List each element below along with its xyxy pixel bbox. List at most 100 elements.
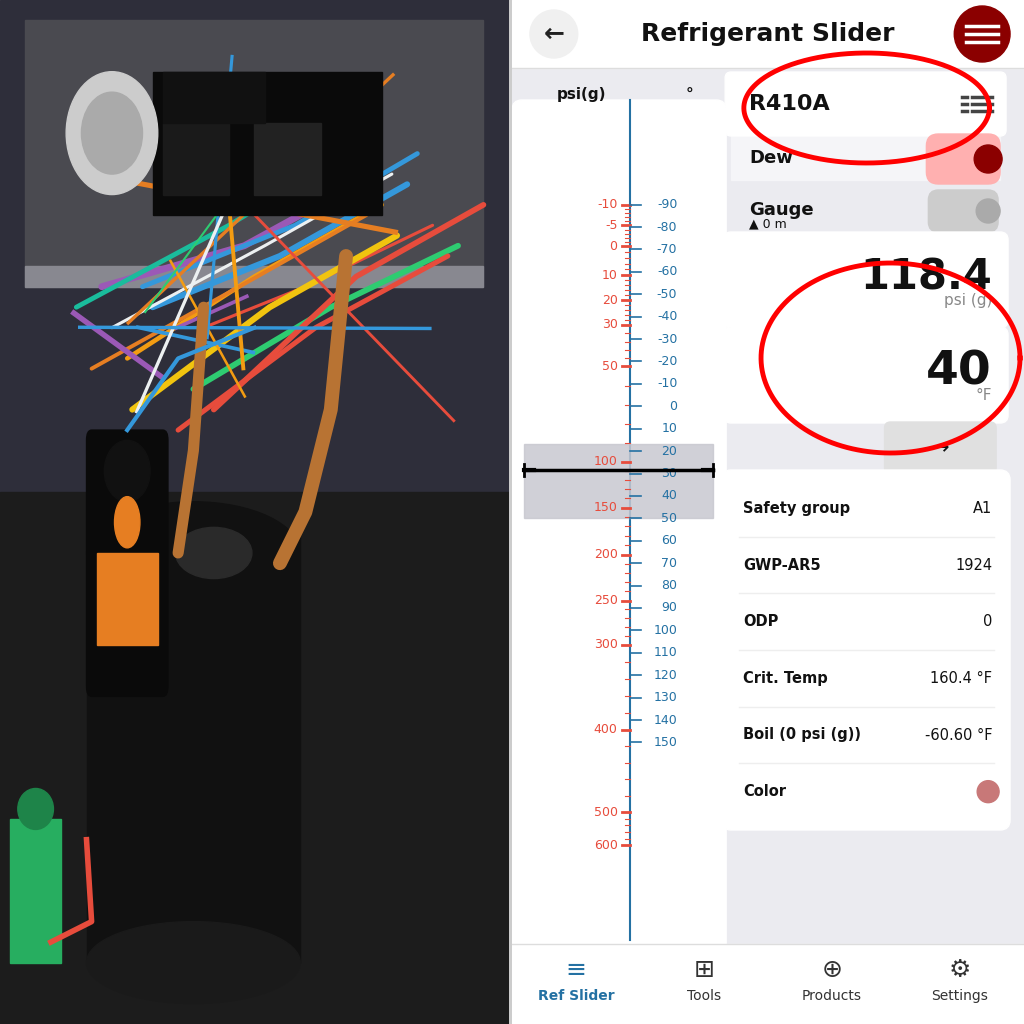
Bar — [163, 72, 264, 123]
Bar — [512, 0, 1024, 68]
Text: 600: 600 — [594, 839, 617, 852]
Text: 0: 0 — [983, 614, 992, 629]
Text: Ref Slider: Ref Slider — [538, 989, 614, 1002]
Text: 20: 20 — [602, 294, 617, 306]
FancyBboxPatch shape — [512, 100, 726, 961]
Text: 10: 10 — [662, 422, 677, 435]
Text: Refrigerant Slider: Refrigerant Slider — [641, 22, 895, 46]
Text: 40: 40 — [927, 349, 992, 394]
Ellipse shape — [86, 922, 300, 1004]
Text: -10: -10 — [657, 378, 677, 390]
Text: 200: 200 — [594, 549, 617, 561]
Text: 50: 50 — [601, 360, 617, 373]
Text: -90: -90 — [657, 198, 677, 211]
Circle shape — [976, 199, 1000, 223]
Text: 110: 110 — [653, 646, 677, 659]
Bar — [86, 532, 300, 963]
FancyBboxPatch shape — [86, 430, 168, 696]
Text: 90: 90 — [662, 601, 677, 614]
Text: 150: 150 — [653, 736, 677, 749]
Bar — [524, 443, 713, 517]
Text: 130: 130 — [653, 691, 677, 705]
Text: 30: 30 — [602, 318, 617, 332]
Text: °: ° — [685, 87, 693, 102]
Text: Gauge: Gauge — [750, 201, 814, 219]
Text: -30: -30 — [657, 333, 677, 345]
Text: -10: -10 — [597, 198, 617, 211]
Text: °F: °F — [976, 388, 992, 403]
Text: Boil (0 psi (g)): Boil (0 psi (g)) — [743, 727, 861, 742]
Text: psi (g): psi (g) — [944, 293, 992, 307]
Text: 160.4 °F: 160.4 °F — [930, 671, 992, 686]
Bar — [731, 184, 1000, 230]
Ellipse shape — [67, 72, 158, 195]
Text: ←: ← — [544, 22, 564, 46]
Text: 300: 300 — [594, 638, 617, 651]
Text: 40: 40 — [662, 489, 677, 503]
Text: -50: -50 — [656, 288, 677, 301]
Text: 150: 150 — [594, 501, 617, 514]
Ellipse shape — [86, 502, 300, 604]
Text: 70: 70 — [662, 557, 677, 569]
Text: GWP-AR5: GWP-AR5 — [743, 557, 820, 572]
Text: -40: -40 — [657, 310, 677, 324]
Text: 20: 20 — [662, 444, 677, 458]
Text: ≡: ≡ — [565, 958, 587, 982]
Text: -60.60 °F: -60.60 °F — [925, 727, 992, 742]
Text: 10: 10 — [602, 268, 617, 282]
Bar — [96, 553, 158, 645]
Text: →: → — [931, 438, 949, 458]
Text: 120: 120 — [653, 669, 677, 682]
Text: Dew: Dew — [750, 150, 793, 167]
Text: ⊕: ⊕ — [821, 958, 843, 982]
Text: Products: Products — [802, 989, 862, 1002]
Ellipse shape — [175, 527, 252, 579]
Text: A1: A1 — [973, 501, 992, 516]
FancyBboxPatch shape — [721, 470, 1010, 830]
Text: -60: -60 — [657, 265, 677, 279]
Text: 118.4: 118.4 — [860, 256, 992, 298]
Text: -20: -20 — [657, 355, 677, 368]
Text: -70: -70 — [656, 243, 677, 256]
FancyBboxPatch shape — [927, 134, 1000, 184]
Bar — [731, 136, 1000, 180]
Text: 100: 100 — [653, 624, 677, 637]
Bar — [26, 20, 483, 287]
Text: Crit. Temp: Crit. Temp — [743, 671, 827, 686]
Circle shape — [115, 497, 140, 548]
Ellipse shape — [17, 788, 53, 829]
FancyBboxPatch shape — [723, 327, 1008, 423]
Text: 50: 50 — [662, 512, 677, 525]
Text: 100: 100 — [594, 456, 617, 468]
Circle shape — [530, 10, 578, 58]
Text: 1924: 1924 — [955, 557, 992, 572]
Bar — [512, 944, 1024, 1024]
Bar — [10, 819, 61, 963]
Bar — [163, 123, 229, 195]
Text: ⚙: ⚙ — [949, 958, 971, 982]
Text: 30: 30 — [662, 467, 677, 480]
Circle shape — [977, 780, 999, 803]
FancyBboxPatch shape — [929, 190, 998, 232]
Text: 140: 140 — [653, 714, 677, 727]
Text: Settings: Settings — [932, 989, 988, 1002]
Text: Color: Color — [743, 784, 786, 799]
Text: Safety group: Safety group — [743, 501, 850, 516]
Text: -5: -5 — [605, 219, 617, 231]
FancyBboxPatch shape — [885, 422, 996, 474]
Ellipse shape — [82, 92, 142, 174]
Text: -80: -80 — [656, 220, 677, 233]
Text: psi(g): psi(g) — [557, 87, 606, 102]
Ellipse shape — [104, 440, 151, 502]
Text: 0: 0 — [670, 399, 677, 413]
Text: 60: 60 — [662, 535, 677, 547]
Text: Tools: Tools — [687, 989, 721, 1002]
Text: 80: 80 — [662, 579, 677, 592]
Bar — [26, 266, 483, 287]
Text: 400: 400 — [594, 724, 617, 736]
Circle shape — [974, 145, 1002, 173]
FancyBboxPatch shape — [725, 72, 1006, 136]
Text: 250: 250 — [594, 594, 617, 607]
FancyBboxPatch shape — [723, 232, 1008, 328]
Circle shape — [954, 6, 1010, 62]
